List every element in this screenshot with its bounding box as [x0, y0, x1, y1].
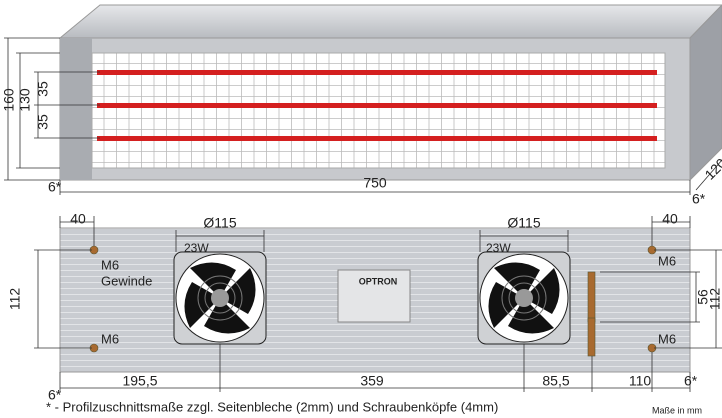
dimension-label: 195,5	[122, 373, 157, 389]
power-label: 23W	[184, 241, 209, 255]
housing-top-view	[58, 4, 722, 182]
dimension-label: 112	[707, 288, 722, 311]
dimension-label: 35	[35, 114, 51, 130]
power-label: 23W	[486, 241, 511, 255]
dimension-label: 35	[35, 81, 51, 97]
thread-label: M6	[101, 331, 119, 346]
dimension-label: 6*	[684, 373, 698, 389]
dimension-label: 160	[1, 88, 17, 112]
dimension-label: 750	[363, 175, 387, 191]
brand-label: OPTRON	[359, 276, 398, 286]
housing-bottom-view	[59, 227, 691, 373]
footnote: * - Profilzuschnittsmaße zzgl. Seitenble…	[46, 399, 498, 414]
dimension-lines-top	[4, 37, 722, 195]
dimension-label: 40	[70, 211, 86, 227]
dimension-label: 56	[695, 289, 711, 305]
dimension-label: 85,5	[542, 373, 569, 389]
dimension-label: 6*	[48, 387, 62, 403]
dimension-label: Ø115	[507, 215, 540, 231]
dimension-label: Ø115	[203, 215, 236, 231]
thread-label: M6	[658, 331, 676, 346]
dimension-label: 40	[662, 211, 678, 227]
dimension-label: 6*	[48, 179, 62, 195]
units-note: Maße in mm	[652, 405, 702, 415]
dimension-label: 112	[7, 288, 23, 311]
dimension-label: 6*	[692, 191, 706, 207]
dimension-label: 110	[629, 373, 652, 389]
dimension-label: 130	[17, 88, 33, 112]
thread-label: M6	[101, 257, 119, 272]
thread-label: Gewinde	[101, 273, 152, 288]
dimension-lines-bottom	[34, 216, 722, 392]
thread-label: M6	[658, 253, 676, 268]
dimension-label: 359	[360, 373, 384, 389]
